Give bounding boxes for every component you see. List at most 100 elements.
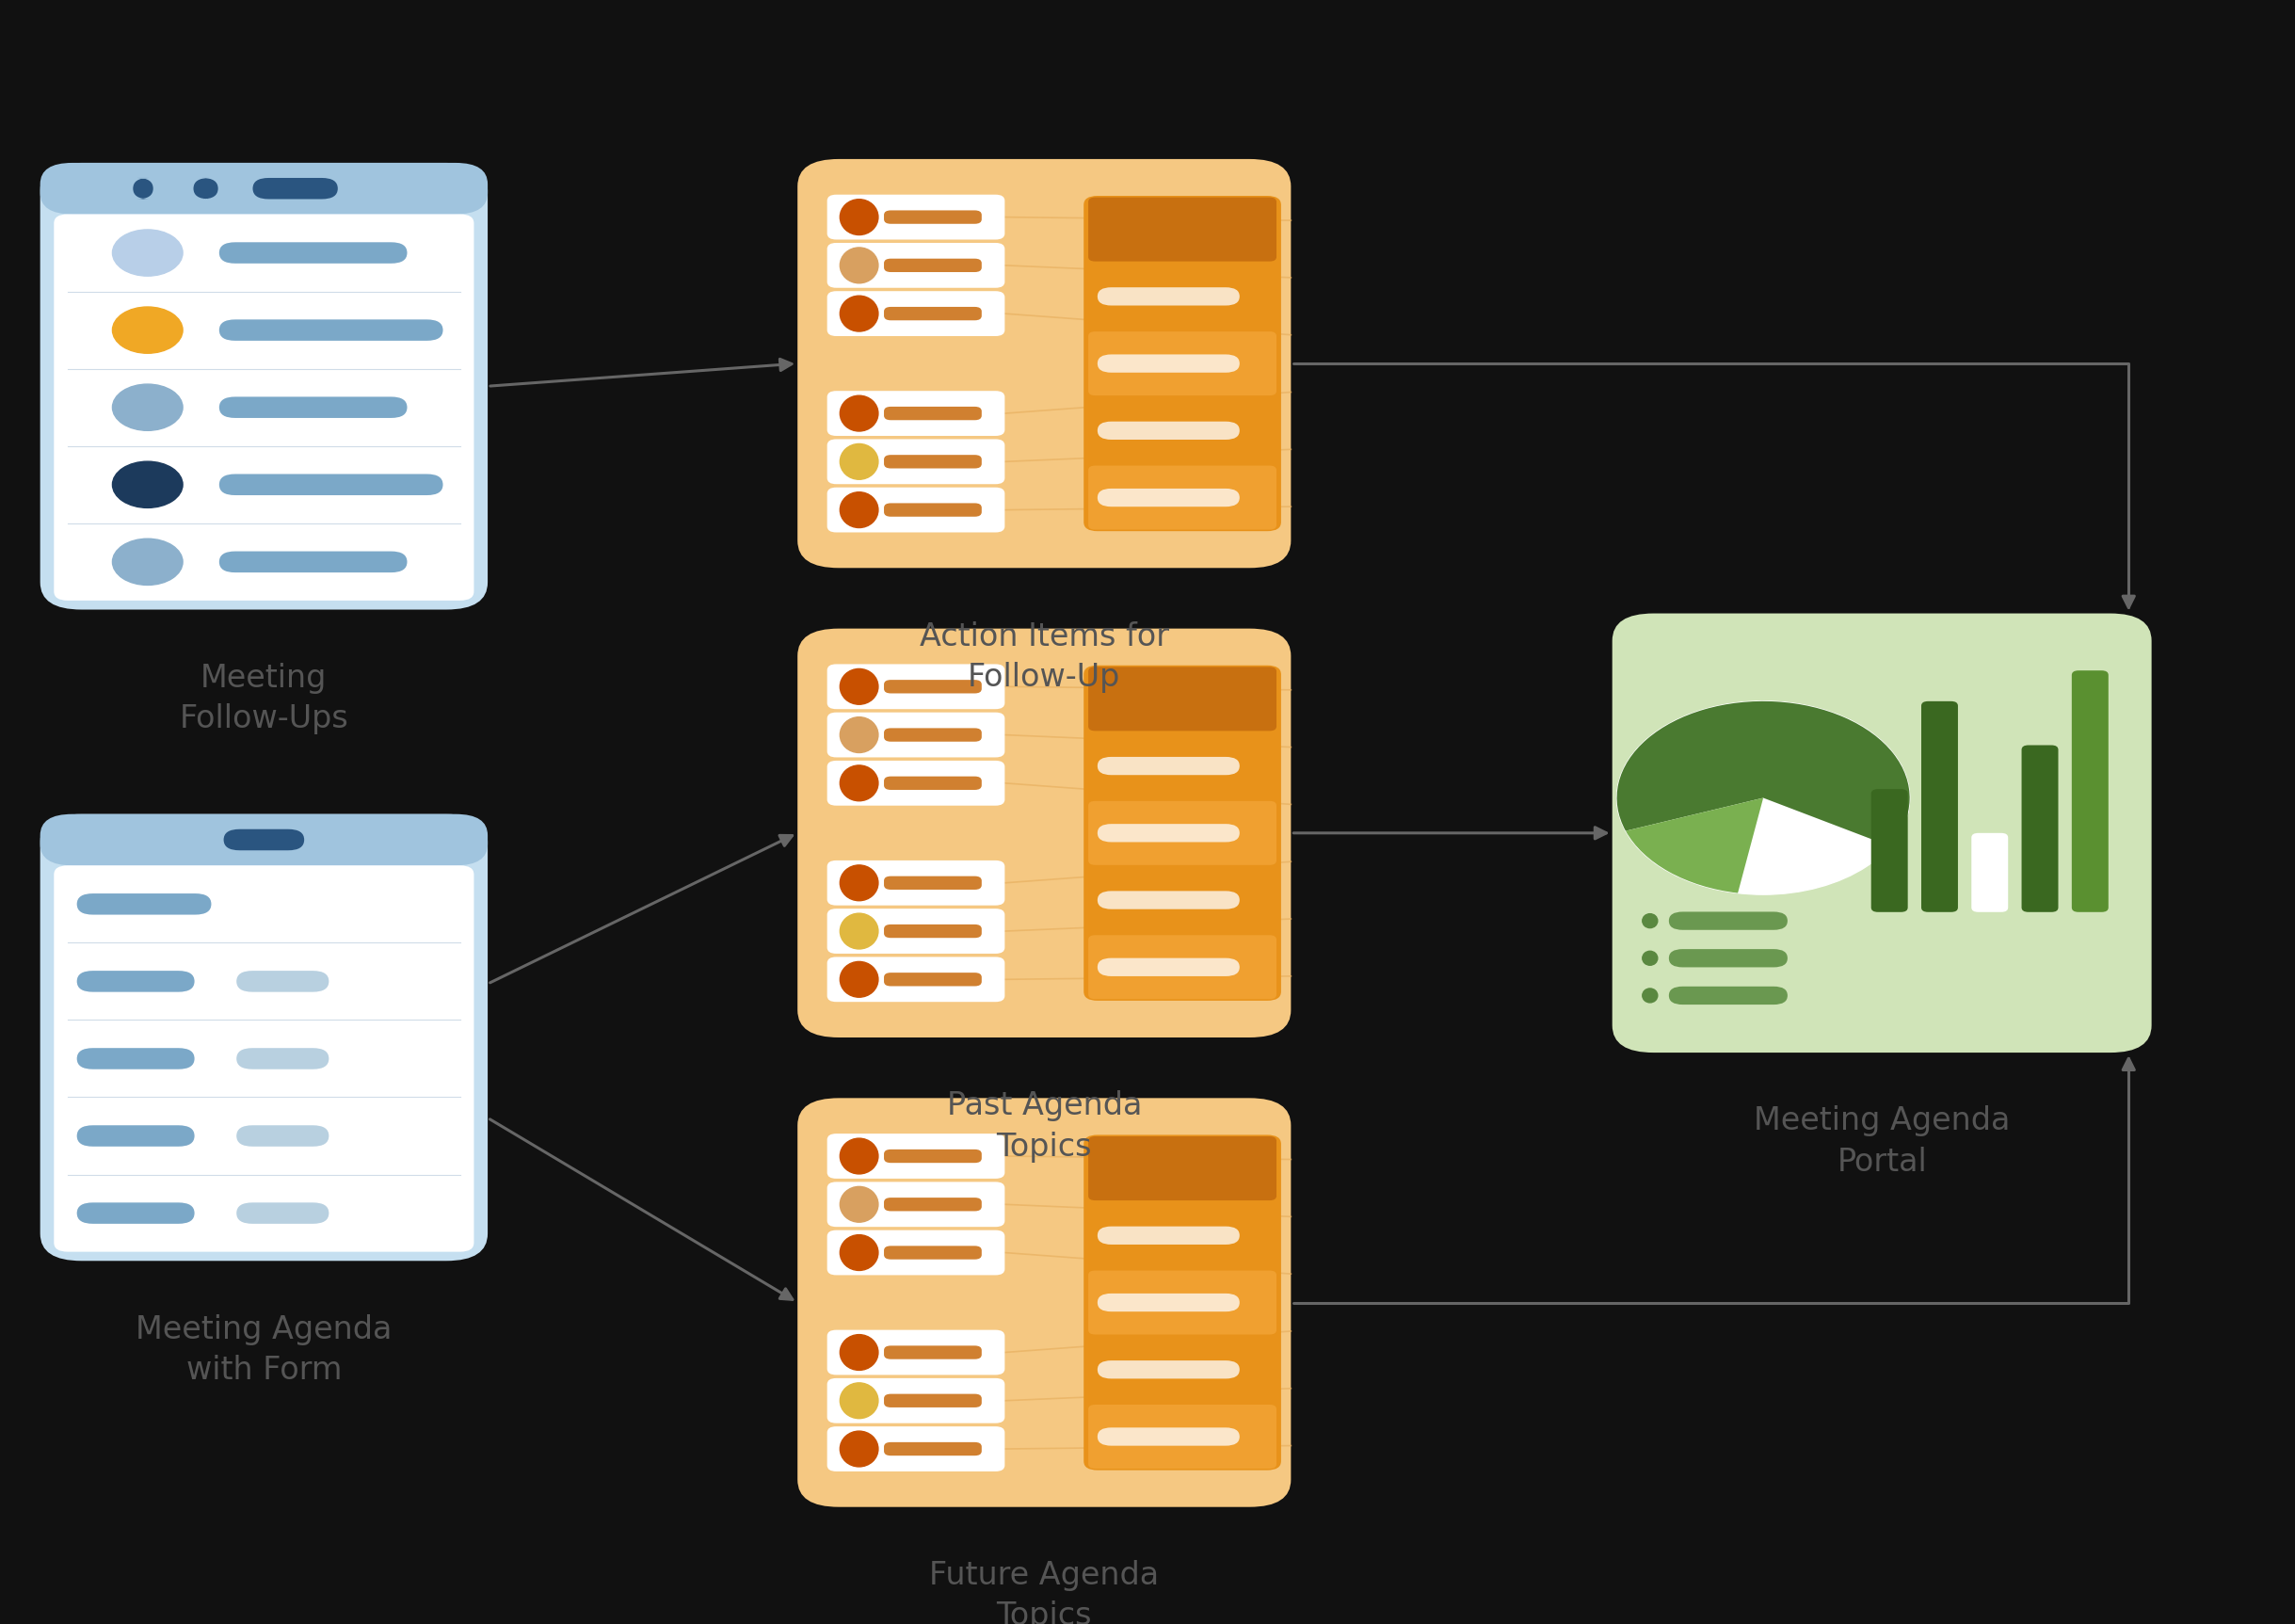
FancyBboxPatch shape	[1611, 614, 2150, 1052]
FancyBboxPatch shape	[41, 162, 487, 609]
FancyBboxPatch shape	[884, 1197, 982, 1212]
FancyBboxPatch shape	[1083, 666, 1281, 1000]
Ellipse shape	[840, 396, 879, 432]
Ellipse shape	[1643, 914, 1657, 927]
Wedge shape	[1625, 797, 1763, 893]
FancyBboxPatch shape	[1088, 869, 1276, 932]
FancyBboxPatch shape	[884, 1442, 982, 1455]
FancyBboxPatch shape	[218, 396, 406, 417]
FancyBboxPatch shape	[826, 1134, 1005, 1179]
FancyBboxPatch shape	[1097, 958, 1239, 976]
Ellipse shape	[840, 1234, 879, 1270]
Text: Future Agenda
Topics: Future Agenda Topics	[929, 1561, 1159, 1624]
FancyBboxPatch shape	[78, 893, 211, 914]
FancyBboxPatch shape	[78, 1202, 195, 1224]
FancyBboxPatch shape	[78, 1047, 195, 1069]
FancyBboxPatch shape	[41, 814, 487, 866]
FancyBboxPatch shape	[826, 713, 1005, 757]
FancyBboxPatch shape	[1097, 823, 1239, 843]
FancyBboxPatch shape	[826, 195, 1005, 240]
FancyBboxPatch shape	[1971, 833, 2008, 913]
FancyBboxPatch shape	[55, 214, 473, 601]
FancyBboxPatch shape	[1668, 948, 1788, 968]
FancyBboxPatch shape	[1870, 789, 1907, 913]
Ellipse shape	[840, 296, 879, 331]
FancyBboxPatch shape	[223, 830, 305, 851]
Text: Meeting
Follow-Ups: Meeting Follow-Ups	[179, 663, 349, 734]
Text: Meeting Agenda
Portal: Meeting Agenda Portal	[1753, 1106, 2010, 1177]
Ellipse shape	[840, 200, 879, 235]
FancyBboxPatch shape	[1921, 702, 1958, 913]
FancyBboxPatch shape	[884, 1346, 982, 1359]
FancyBboxPatch shape	[1097, 757, 1239, 775]
FancyBboxPatch shape	[1097, 892, 1239, 909]
FancyBboxPatch shape	[884, 680, 982, 693]
Ellipse shape	[1643, 952, 1657, 965]
FancyBboxPatch shape	[826, 861, 1005, 906]
FancyBboxPatch shape	[218, 320, 443, 341]
FancyBboxPatch shape	[826, 487, 1005, 533]
FancyBboxPatch shape	[884, 1393, 982, 1408]
Text: Action Items for
Follow-Up: Action Items for Follow-Up	[920, 620, 1168, 693]
FancyBboxPatch shape	[884, 973, 982, 986]
FancyBboxPatch shape	[884, 258, 982, 273]
Ellipse shape	[840, 247, 879, 283]
Ellipse shape	[840, 1431, 879, 1466]
FancyBboxPatch shape	[1088, 1203, 1276, 1267]
Ellipse shape	[1616, 702, 1909, 895]
FancyBboxPatch shape	[826, 1182, 1005, 1226]
Wedge shape	[1618, 702, 1909, 846]
FancyBboxPatch shape	[884, 307, 982, 320]
Ellipse shape	[112, 385, 184, 430]
FancyBboxPatch shape	[236, 1125, 328, 1147]
FancyBboxPatch shape	[1097, 287, 1239, 305]
FancyBboxPatch shape	[884, 503, 982, 516]
FancyBboxPatch shape	[826, 1426, 1005, 1471]
FancyBboxPatch shape	[252, 179, 337, 200]
FancyBboxPatch shape	[1088, 801, 1276, 866]
FancyBboxPatch shape	[1097, 1427, 1239, 1445]
FancyBboxPatch shape	[1668, 986, 1788, 1005]
FancyBboxPatch shape	[1088, 198, 1276, 261]
Ellipse shape	[840, 443, 879, 479]
Ellipse shape	[840, 765, 879, 801]
Ellipse shape	[840, 1138, 879, 1174]
FancyBboxPatch shape	[826, 438, 1005, 484]
FancyBboxPatch shape	[826, 1330, 1005, 1376]
Ellipse shape	[840, 913, 879, 948]
Ellipse shape	[1643, 989, 1657, 1002]
FancyBboxPatch shape	[1088, 1338, 1276, 1402]
Ellipse shape	[840, 866, 879, 901]
FancyBboxPatch shape	[218, 474, 443, 495]
FancyBboxPatch shape	[826, 291, 1005, 336]
FancyBboxPatch shape	[884, 211, 982, 224]
FancyBboxPatch shape	[2022, 745, 2059, 913]
Ellipse shape	[112, 229, 184, 276]
FancyBboxPatch shape	[1088, 1137, 1276, 1200]
FancyBboxPatch shape	[236, 971, 328, 992]
FancyBboxPatch shape	[133, 179, 154, 200]
FancyBboxPatch shape	[799, 628, 1290, 1038]
FancyBboxPatch shape	[1088, 265, 1276, 328]
FancyBboxPatch shape	[1088, 935, 1276, 999]
FancyBboxPatch shape	[1668, 911, 1788, 931]
FancyBboxPatch shape	[2072, 671, 2109, 913]
FancyBboxPatch shape	[826, 1379, 1005, 1423]
FancyBboxPatch shape	[1097, 489, 1239, 507]
FancyBboxPatch shape	[884, 877, 982, 890]
FancyBboxPatch shape	[884, 1246, 982, 1259]
Text: Past Agenda
Topics: Past Agenda Topics	[946, 1090, 1143, 1163]
Ellipse shape	[840, 718, 879, 752]
FancyBboxPatch shape	[826, 760, 1005, 806]
Ellipse shape	[112, 461, 184, 508]
FancyBboxPatch shape	[826, 391, 1005, 435]
FancyBboxPatch shape	[193, 179, 218, 200]
FancyBboxPatch shape	[236, 1047, 328, 1069]
FancyBboxPatch shape	[826, 244, 1005, 287]
FancyBboxPatch shape	[826, 664, 1005, 710]
FancyBboxPatch shape	[55, 866, 473, 1252]
FancyBboxPatch shape	[1088, 1270, 1276, 1335]
FancyBboxPatch shape	[884, 728, 982, 742]
FancyBboxPatch shape	[1097, 1293, 1239, 1312]
FancyBboxPatch shape	[1097, 354, 1239, 372]
